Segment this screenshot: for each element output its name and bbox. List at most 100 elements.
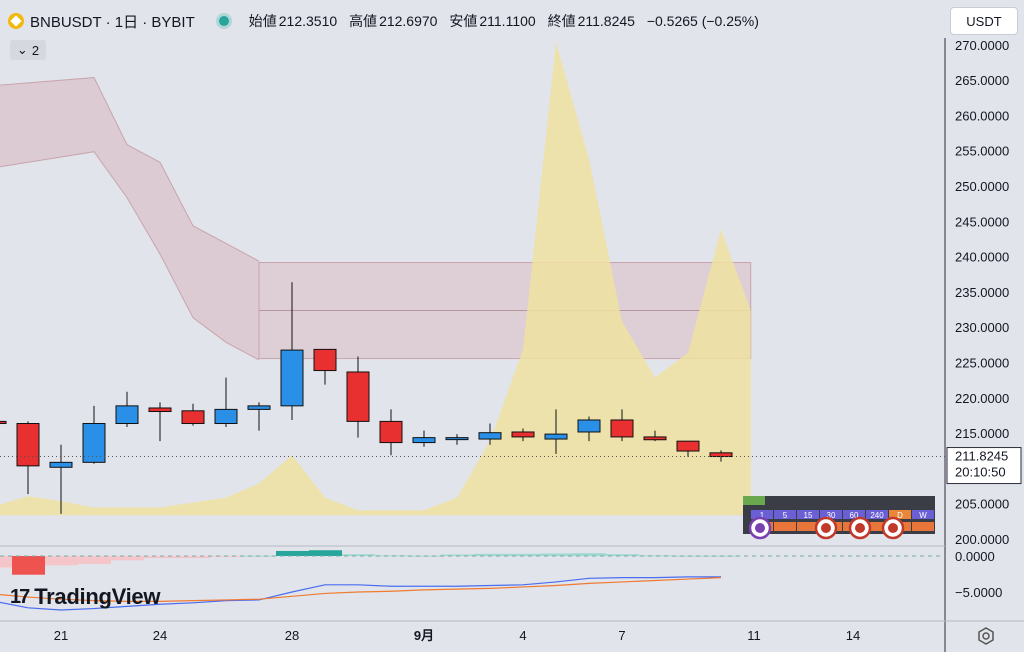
price-tick-label: 240.0000 — [955, 250, 1009, 265]
time-tick-label: 7 — [618, 628, 625, 643]
close-label: 終値 — [547, 13, 576, 29]
cloud-upper-line — [0, 77, 260, 262]
widget-signal-cell — [866, 522, 888, 531]
candle — [16, 421, 40, 495]
histogram-bar — [606, 554, 639, 556]
candle — [313, 348, 337, 385]
event-marker-dot — [855, 523, 865, 533]
candle — [181, 403, 205, 426]
widget-tf-cell — [889, 510, 911, 519]
candle-body — [280, 349, 304, 407]
change-value: −0.5265 (−0.25%) — [646, 13, 759, 29]
cloud-band — [0, 77, 259, 360]
indicator-count: 2 — [31, 42, 40, 58]
histogram-bar — [111, 556, 144, 561]
currency-label: USDT — [966, 13, 1002, 29]
candle-body — [643, 436, 667, 441]
histogram-bar — [309, 550, 342, 556]
bnb-logo-icon — [8, 13, 24, 29]
histogram-bar — [375, 555, 408, 557]
volume-profile-area — [0, 42, 751, 516]
price-tick-label: 245.0000 — [955, 214, 1009, 229]
price-axis-background — [945, 0, 1024, 652]
open-value: 212.3510 — [278, 13, 338, 29]
close-value: 211.8245 — [577, 13, 635, 29]
widget-tf-cell — [797, 510, 819, 519]
candle — [478, 423, 502, 445]
settings-gear-icon[interactable] — [976, 626, 996, 646]
price-tick-label: 255.0000 — [955, 144, 1009, 159]
current-price-tag — [946, 447, 1022, 485]
candle — [676, 440, 700, 457]
currency-select[interactable]: USDT — [950, 7, 1018, 35]
tradingview-brand[interactable]: 17 TradingView — [10, 584, 160, 610]
candle — [643, 430, 667, 442]
histogram-bar — [573, 553, 606, 556]
histogram-bar — [45, 556, 78, 566]
candle — [148, 402, 172, 442]
candle-body — [313, 348, 337, 372]
tradingview-logo-icon: 17 — [10, 585, 30, 608]
osc-tick-label: −5.0000 — [955, 585, 1002, 600]
widget-tf-label: 1 — [760, 511, 765, 520]
candle — [0, 420, 7, 425]
ohlc-values: 始値 212.3510 高値 212.6970 安値 211.1100 終値 211.8… — [249, 11, 761, 31]
candle-body — [115, 405, 139, 425]
event-marker-dot — [888, 523, 898, 533]
time-tick-label: 28 — [285, 628, 299, 643]
widget-signal-cell — [912, 522, 934, 531]
candle — [346, 356, 370, 438]
candle-body — [511, 431, 535, 438]
widget-tf-cell — [774, 510, 796, 519]
candle — [445, 434, 469, 445]
time-tick-label: 24 — [153, 628, 167, 643]
symbol-header[interactable]: BNBUSDT · 1日 · BYBIT 始値 212.3510 高値 212.69… — [8, 9, 761, 33]
indicator-collapse-button[interactable]: ⌄ 2 — [10, 40, 46, 60]
candle — [115, 391, 139, 428]
price-tick-label: 250.0000 — [955, 179, 1009, 194]
candle-body — [16, 423, 40, 467]
current-price-label: 211.8245 — [955, 449, 1008, 464]
widget-tf-label: 15 — [804, 511, 813, 520]
candle-body — [346, 371, 370, 422]
candle-body — [478, 432, 502, 440]
candle-body — [181, 410, 205, 425]
price-tick-label: 265.0000 — [955, 73, 1009, 88]
histogram-bar — [0, 556, 12, 568]
price-tick-label: 230.0000 — [955, 320, 1009, 335]
chevron-down-icon: ⌄ — [16, 42, 28, 57]
macd-line — [0, 576, 721, 611]
widget-tf-label: D — [897, 511, 903, 520]
candle-body — [577, 419, 601, 433]
widget-status-cell — [743, 496, 765, 505]
candle-body — [709, 452, 733, 458]
time-tick-label: 4 — [519, 628, 526, 643]
histogram-bar — [639, 555, 672, 557]
histogram-bar — [342, 554, 375, 556]
time-tick-label: 21 — [54, 628, 68, 643]
candle-body — [148, 407, 172, 413]
candle-body — [379, 420, 403, 444]
low-label: 安値 — [449, 13, 478, 29]
price-tick-label: 225.0000 — [955, 356, 1009, 371]
histogram-bar — [441, 554, 474, 556]
low-value: 211.1100 — [479, 13, 536, 29]
candle-body — [412, 437, 436, 444]
histogram-bar — [144, 556, 177, 559]
histogram-bar — [540, 553, 573, 556]
candle — [247, 402, 271, 431]
widget-tf-cell — [866, 510, 888, 519]
time-tick-label: 9月 — [414, 628, 434, 643]
candle — [577, 416, 601, 442]
histogram-bar — [507, 553, 540, 556]
histogram-bar — [177, 556, 210, 559]
candle-body — [676, 440, 700, 452]
widget-tf-label: 30 — [827, 511, 836, 520]
symbol-title[interactable]: BNBUSDT · 1日 · BYBIT — [30, 13, 195, 31]
signal-line — [0, 577, 722, 602]
widget-tf-cell — [843, 510, 865, 519]
time-tick-label: 11 — [747, 628, 761, 643]
widget-tf-label: 5 — [783, 511, 788, 520]
